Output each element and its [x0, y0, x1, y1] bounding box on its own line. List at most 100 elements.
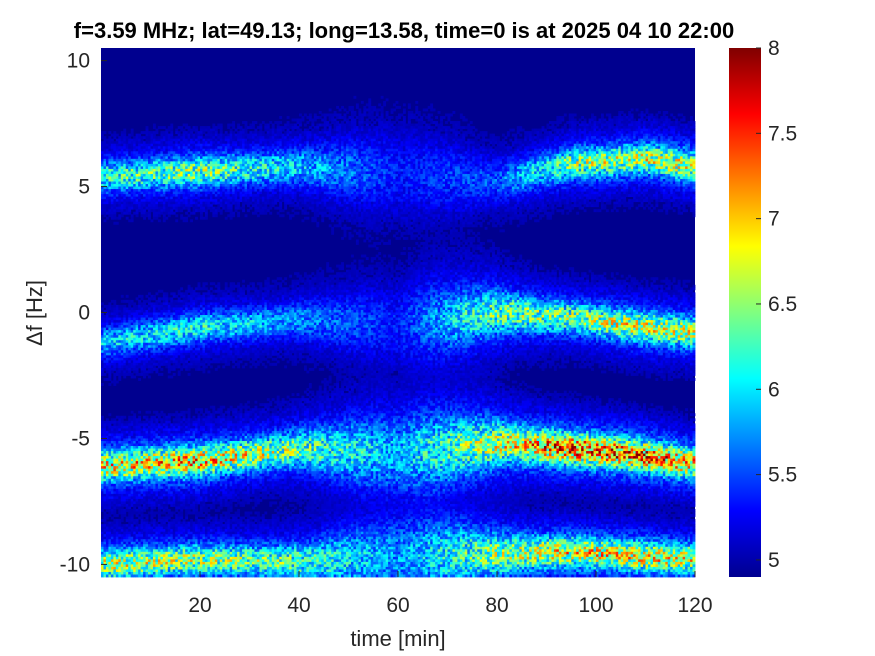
heatmap-cell [173, 491, 176, 494]
heatmap-cell [113, 302, 116, 305]
heatmap-cell [153, 438, 156, 441]
heatmap-cell [116, 426, 119, 429]
heatmap-cell [175, 567, 178, 570]
heatmap-cell [163, 519, 166, 522]
heatmap-cell [188, 323, 191, 326]
heatmap-cell [155, 564, 158, 567]
heatmap-cell [101, 572, 104, 575]
heatmap-cell [163, 509, 166, 512]
heatmap-cell [118, 307, 121, 310]
heatmap-cell [180, 126, 183, 129]
heatmap-cell [148, 214, 151, 217]
heatmap-cell [151, 438, 154, 441]
heatmap-cell [165, 529, 168, 532]
heatmap-cell [128, 212, 131, 215]
heatmap-cell [160, 358, 163, 361]
heatmap-cell [170, 136, 173, 139]
heatmap-cell [136, 338, 139, 341]
heatmap-cell [155, 315, 158, 318]
heatmap-cell [160, 194, 163, 197]
heatmap-cell [155, 313, 158, 316]
heatmap-cell [183, 522, 186, 525]
heatmap-cell [165, 348, 168, 351]
heatmap-cell [153, 544, 156, 547]
heatmap-cell [173, 295, 176, 298]
heatmap-cell [116, 156, 119, 159]
heatmap-cell [138, 436, 141, 439]
heatmap-cell [108, 564, 111, 567]
heatmap-cell [128, 171, 131, 174]
heatmap-cell [103, 569, 106, 572]
heatmap-cell [148, 179, 151, 182]
heatmap-cell [185, 423, 188, 426]
heatmap-cell [128, 335, 131, 338]
heatmap-cell [153, 564, 156, 567]
heatmap-cell [118, 504, 121, 507]
heatmap-cell [185, 313, 188, 316]
heatmap-cell [121, 544, 124, 547]
heatmap-cell [175, 484, 178, 487]
heatmap-cell [138, 471, 141, 474]
heatmap-cell [113, 421, 116, 424]
heatmap-cell [128, 313, 131, 316]
heatmap-cell [103, 348, 106, 351]
heatmap-cell [193, 484, 196, 487]
heatmap-cell [146, 431, 149, 434]
heatmap-cell [111, 355, 114, 358]
heatmap-cell [180, 474, 183, 477]
heatmap-cell [106, 169, 109, 172]
heatmap-cell [133, 464, 136, 467]
heatmap-cell [113, 207, 116, 210]
heatmap-cell [113, 529, 116, 532]
heatmap-cell [131, 360, 134, 363]
heatmap-cell [170, 360, 173, 363]
heatmap-cell [148, 315, 151, 318]
heatmap-cell [133, 363, 136, 366]
heatmap-cell [178, 549, 181, 552]
heatmap-cell [170, 532, 173, 535]
heatmap-cell [141, 176, 144, 179]
heatmap-cell [168, 199, 171, 202]
heatmap-cell [136, 481, 139, 484]
heatmap-cell [143, 537, 146, 540]
heatmap-cell [143, 204, 146, 207]
heatmap-cell [178, 494, 181, 497]
heatmap-cell [165, 559, 168, 562]
heatmap-cell [121, 479, 124, 482]
heatmap-cell [160, 438, 163, 441]
heatmap-cell [198, 139, 201, 142]
heatmap-cell [170, 494, 173, 497]
heatmap-cell [188, 428, 191, 431]
heatmap-cell [175, 449, 178, 452]
heatmap-cell [101, 328, 104, 331]
heatmap-cell [195, 146, 198, 149]
heatmap-cell [170, 328, 173, 331]
heatmap-cell [108, 149, 111, 152]
heatmap-cell [128, 569, 131, 572]
heatmap-cell [128, 544, 131, 547]
heatmap-cell [133, 164, 136, 167]
heatmap-cell [175, 514, 178, 517]
heatmap-cell [138, 433, 141, 436]
heatmap-cell [126, 569, 129, 572]
heatmap-cell [106, 315, 109, 318]
heatmap-cell [106, 456, 109, 459]
heatmap-cell [136, 315, 139, 318]
heatmap-cell [103, 469, 106, 472]
heatmap-cell [106, 441, 109, 444]
heatmap-cell [148, 340, 151, 343]
heatmap-cell [113, 489, 116, 492]
heatmap-cell [198, 187, 201, 190]
heatmap-cell [170, 549, 173, 552]
heatmap-cell [101, 333, 104, 336]
heatmap-cell [180, 499, 183, 502]
heatmap-cell [165, 161, 168, 164]
heatmap-cell [101, 176, 104, 179]
heatmap-cell [168, 423, 171, 426]
heatmap-cell [195, 325, 198, 328]
heatmap-cell [190, 456, 193, 459]
heatmap-cell [153, 532, 156, 535]
heatmap-cell [151, 141, 154, 144]
heatmap-cell [160, 529, 163, 532]
heatmap-cell [136, 418, 139, 421]
